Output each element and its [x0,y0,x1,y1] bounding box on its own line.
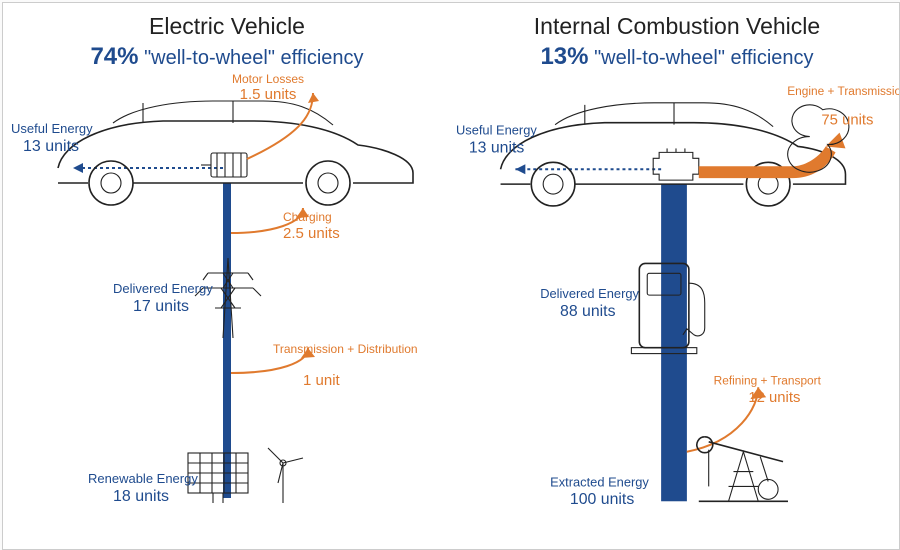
ice-flow-bar [661,184,687,501]
ev-useful-arrow [73,163,83,173]
ev-diagram: Motor Losses 1.5 units Useful Energy 13 … [3,73,451,543]
ev-efficiency-pct: 74% [90,43,138,70]
ev-delivered-label: Delivered Energy [113,281,213,296]
ev-delivered-value: 17 units [133,298,189,315]
motor-icon [201,153,247,177]
wind-turbine-icon [268,448,303,503]
ice-loss2-label: Refining + Transport [714,373,822,387]
ice-diagram: Engine + Transmission 75 units Useful En… [451,73,899,543]
ice-loss1-label: Engine + Transmission [787,84,899,98]
infographic-frame: { "type": "infographic", "layout": {"wid… [2,2,900,550]
ice-useful-label: Useful Energy [456,123,537,138]
car-icon [58,101,413,205]
ice-loss1-value: 75 units [821,113,873,129]
ev-efficiency-line: 74% "well-to-wheel" efficiency [3,43,451,71]
ice-column: Internal Combustion Vehicle 13% "well-to… [451,3,900,549]
ev-loss2-label: Charging [283,210,332,224]
oil-pumpjack-icon [697,437,788,501]
ev-column: Electric Vehicle 74% "well-to-wheel" eff… [3,3,451,549]
ice-source-value: 100 units [570,491,634,508]
ice-useful-value: 13 units [469,139,525,156]
ev-loss3-value: 1 unit [303,372,341,389]
ev-loss2-value: 2.5 units [283,225,340,242]
ev-efficiency-phrase: "well-to-wheel" efficiency [144,47,363,69]
ev-loss1-label: Motor Losses [232,73,304,86]
ice-efficiency-phrase: "well-to-wheel" efficiency [594,47,813,69]
ice-source-label: Extracted Energy [550,474,649,489]
ev-source-value: 18 units [113,488,169,505]
ev-useful-value: 13 units [23,138,79,155]
ev-loss3-label: Transmission + Distribution [273,342,418,356]
ev-useful-label: Useful Energy [11,121,93,136]
ice-loss2-value-real: 12 units [748,390,800,406]
ev-source-label: Renewable Energy [88,471,198,486]
ice-efficiency-line: 13% "well-to-wheel" efficiency [451,43,900,71]
ice-useful-arrow [515,164,525,174]
ev-flow-bar [223,183,231,498]
engine-icon [653,148,699,180]
ice-efficiency-pct: 13% [540,43,588,70]
ice-title: Internal Combustion Vehicle [451,13,900,40]
ev-loss1-value: 1.5 units [240,86,297,103]
ice-delivered-label: Delivered Energy [540,286,639,301]
ev-title: Electric Vehicle [3,13,451,40]
ice-delivered-value: 88 units [560,303,616,320]
